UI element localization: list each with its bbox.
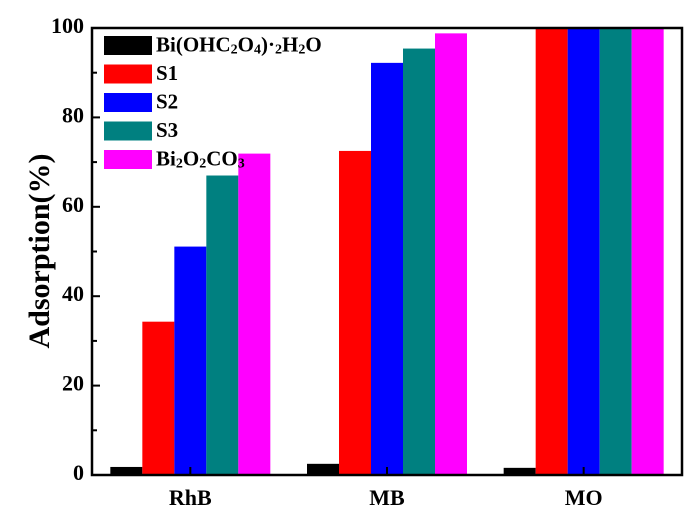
legend-label-1: Bi(OHC2O4)·2H2O: [156, 32, 322, 57]
bar-mb-series-2: [339, 150, 371, 476]
bar-mb-series-3: [371, 62, 403, 476]
legend-swatch-3: [104, 93, 152, 112]
legend-label-5: Bi2O2CO3: [156, 146, 245, 171]
legend-swatch-5: [104, 150, 152, 169]
y-tick-label: 40: [62, 281, 84, 306]
bar-mo-series-3: [567, 28, 600, 475]
y-axis: 0 20 40 60 80 100: [51, 13, 100, 485]
bar-rhb-series-4: [206, 175, 239, 475]
bar-rhb-series-5: [238, 153, 271, 475]
bar-mo-series-2: [535, 28, 568, 475]
legend-swatch-2: [104, 64, 152, 84]
legend-label-2: S1: [156, 61, 178, 85]
bar-mb-series-4: [403, 48, 435, 475]
y-tick-label: 100: [51, 13, 84, 38]
x-tick-label-rhb: RhB: [169, 485, 212, 510]
y-axis-title: Adsorption(%): [23, 153, 56, 348]
y-tick-label: 20: [62, 371, 84, 396]
bars-group: [110, 28, 664, 476]
y-tick-label: 0: [73, 460, 84, 485]
bar-mo-series-5: [631, 28, 664, 475]
y-tick-label: 60: [62, 192, 84, 217]
x-axis: RhB MB MO: [169, 467, 603, 510]
x-tick-label-mb: MB: [369, 485, 405, 510]
bar-mo-series-4: [599, 28, 632, 475]
legend-swatch-4: [104, 121, 152, 141]
legend: Bi(OHC2O4)·2H2O S1 S2 S3 Bi2O2CO3: [104, 32, 322, 172]
legend-label-3: S2: [156, 89, 178, 113]
legend-swatch-1: [104, 36, 152, 55]
x-tick-label-mo: MO: [565, 485, 603, 510]
y-tick-label: 80: [62, 102, 84, 127]
bar-mb-series-5: [435, 33, 467, 475]
bar-rhb-series-1: [110, 466, 143, 475]
bar-mo-series-1: [503, 467, 536, 475]
bar-rhb-series-2: [142, 321, 175, 475]
legend-label-4: S3: [156, 118, 178, 142]
bar-rhb-series-3: [174, 246, 207, 475]
bar-mb-series-1: [307, 463, 339, 475]
